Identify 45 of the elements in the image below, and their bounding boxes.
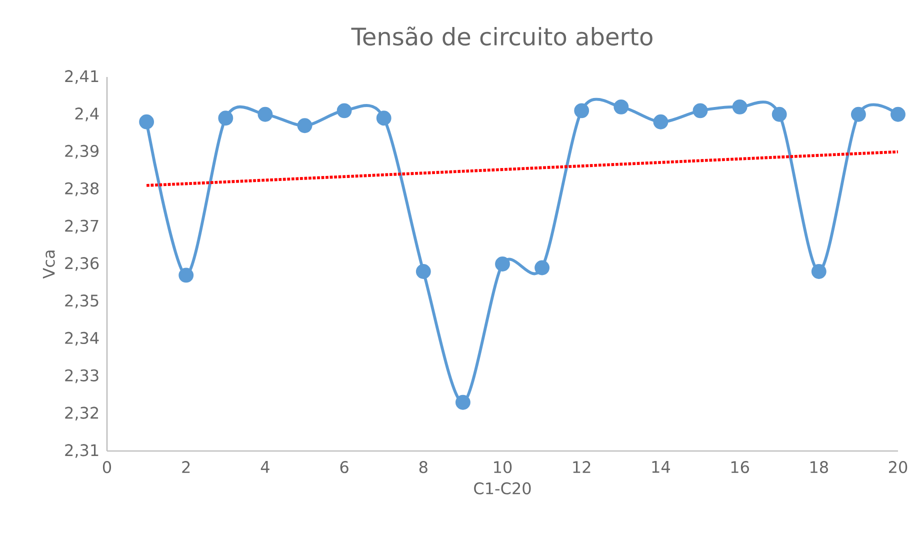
point <box>258 106 273 122</box>
x-tick-label: 0 <box>102 461 112 474</box>
point <box>297 118 312 134</box>
chart-title: Tensão de circuito aberto <box>351 26 652 46</box>
x-tick-label: 18 <box>810 461 828 474</box>
y-axis-title: Vca <box>42 250 55 279</box>
x-tick-label: 10 <box>494 461 512 474</box>
point <box>653 114 668 130</box>
point <box>455 394 470 410</box>
point <box>614 99 629 114</box>
y-tick-label: 2,37 <box>65 220 98 234</box>
y-tick-label: 2,35 <box>65 294 98 308</box>
point <box>336 103 352 118</box>
point <box>534 260 550 276</box>
x-tick-label: 2 <box>182 461 190 473</box>
y-tick-label: 2,41 <box>65 70 98 84</box>
y-tick-label: 2,39 <box>65 144 98 159</box>
x-tick-label: 16 <box>731 461 749 474</box>
point <box>218 110 234 126</box>
x-tick-label: 8 <box>419 461 428 474</box>
y-tick-label: 2,32 <box>65 406 98 420</box>
point <box>139 114 154 130</box>
point <box>495 256 510 272</box>
point <box>574 103 590 118</box>
x-tick-label: 14 <box>652 461 670 473</box>
point <box>416 264 431 279</box>
y-tick-label: 2,34 <box>65 332 99 346</box>
point <box>811 264 826 279</box>
x-tick-label: 12 <box>573 461 590 473</box>
x-tick-label: 4 <box>260 461 270 473</box>
point <box>732 99 748 114</box>
point <box>178 268 194 283</box>
x-axis-title: C1-C20 <box>474 482 531 494</box>
point <box>772 106 787 122</box>
point <box>890 106 906 122</box>
y-tick-label: 2,33 <box>65 369 98 384</box>
point <box>376 110 392 126</box>
y-tick-label: 2,38 <box>65 182 99 196</box>
y-tick-label: 2,31 <box>65 444 98 458</box>
y-tick-label: 2,4 <box>75 108 99 122</box>
point <box>850 106 866 122</box>
x-tick-label: 6 <box>340 461 348 474</box>
point <box>692 103 708 118</box>
x-tick-label: 20 <box>888 461 908 474</box>
y-tick-label: 2,36 <box>65 257 99 271</box>
